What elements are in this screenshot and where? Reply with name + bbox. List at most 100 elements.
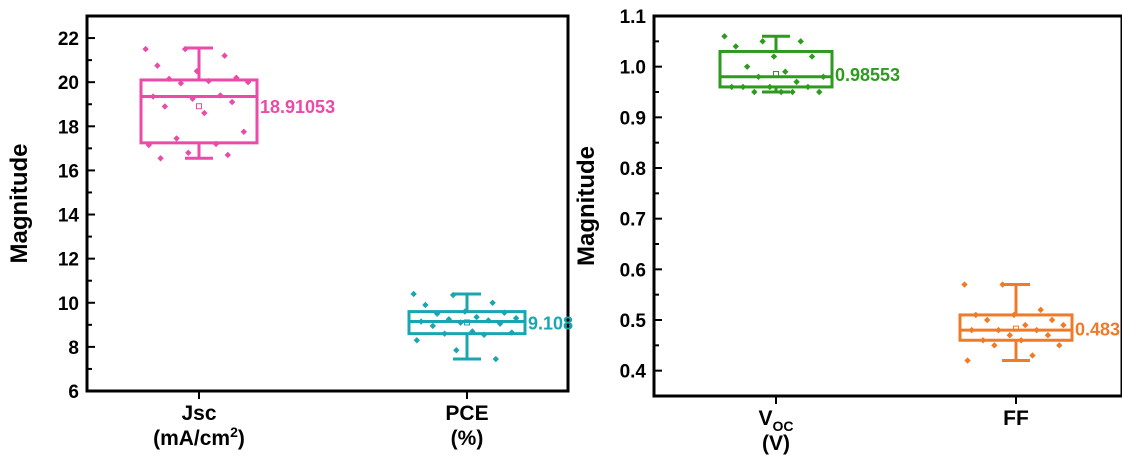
data-point (1022, 321, 1029, 329)
data-point (422, 301, 429, 309)
data-point (739, 83, 747, 91)
data-point (1056, 342, 1063, 349)
data-point (173, 135, 180, 142)
data-point (1006, 332, 1014, 339)
box-series-1: 0.483 (958, 281, 1120, 364)
data-point (228, 98, 236, 106)
data-point (429, 322, 437, 330)
data-point (979, 337, 987, 344)
data-point (449, 291, 457, 299)
data-point (793, 78, 800, 86)
y-tick-label: 0.6 (620, 260, 646, 281)
data-point (469, 328, 476, 335)
data-point (808, 53, 816, 60)
data-point (1010, 311, 1018, 319)
left-box-plot: 6810121416182022MagnitudeJsc(mA/cm2)PCE(… (6, 14, 573, 450)
data-point (217, 92, 224, 99)
data-point (165, 75, 173, 83)
data-point (157, 155, 164, 162)
data-point (501, 309, 508, 316)
data-point (995, 326, 1002, 334)
data-point (142, 45, 149, 53)
data-point (193, 67, 201, 75)
data-point (508, 329, 516, 336)
x-category-name: V (758, 407, 772, 430)
data-point (453, 346, 460, 354)
mean-value-label: 0.98553 (835, 65, 900, 85)
box-iqr (718, 49, 834, 89)
box-series-0: 18.91053 (139, 45, 335, 162)
data-point (445, 316, 453, 323)
plot-frame (85, 14, 570, 393)
y-tick-label: 22 (58, 29, 79, 50)
y-tick-label: 18 (58, 117, 79, 138)
x-unit-text: (V) (762, 432, 790, 455)
data-point (224, 151, 232, 159)
x-category-name: Jsc (181, 402, 216, 425)
y-axis-label: Magnitude (573, 146, 600, 266)
data-point (181, 45, 189, 53)
data-point (999, 281, 1006, 288)
y-tick-label: 0.9 (620, 108, 646, 129)
data-point (489, 299, 496, 306)
y-tick-label: 10 (58, 294, 79, 315)
x-category-label: FF (1003, 407, 1029, 430)
x-category-name: FF (1003, 407, 1029, 430)
data-point (728, 83, 735, 91)
data-point (1044, 332, 1052, 339)
y-tick-label: 1.1 (620, 7, 647, 28)
data-point (154, 62, 161, 69)
data-point (485, 317, 492, 324)
x-category-unit: (mA/cm2) (153, 424, 245, 450)
data-point (816, 88, 823, 96)
data-point (797, 38, 804, 45)
mean-marker (773, 70, 779, 77)
data-point (751, 88, 758, 96)
x-category-label: PCE (445, 402, 488, 425)
data-point (732, 43, 740, 50)
data-point (1033, 326, 1040, 334)
data-point (782, 68, 789, 75)
data-point (189, 95, 196, 102)
data-point (177, 80, 185, 87)
data-point (457, 319, 464, 326)
data-point (1048, 316, 1056, 324)
data-point (777, 88, 785, 96)
data-point (759, 38, 766, 45)
y-tick-label: 14 (58, 206, 80, 227)
y-axis-label: Magnitude (6, 144, 33, 264)
y-tick-label: 6 (68, 382, 79, 403)
data-point (413, 337, 421, 344)
y-tick-label: 1.0 (620, 58, 646, 79)
data-point (473, 313, 480, 321)
data-point (417, 318, 425, 325)
data-point (145, 141, 153, 149)
mean-value-label: 0.483 (1075, 320, 1120, 340)
data-point (161, 103, 169, 110)
data-point (441, 330, 448, 337)
y-tick-label: 16 (58, 161, 79, 182)
data-point (964, 357, 971, 364)
data-point (240, 128, 248, 136)
box-iqr (139, 78, 259, 145)
x-category-label: VOC (758, 407, 793, 434)
x-unit-text: (%) (451, 427, 484, 450)
data-point (991, 342, 998, 349)
x-unit-text: (mA/cm (153, 427, 230, 450)
plot-frame (652, 14, 1122, 398)
x-unit-close: ) (238, 427, 245, 450)
mean-value-label: 18.91053 (260, 97, 335, 117)
data-point (201, 109, 208, 117)
data-point (972, 311, 980, 319)
y-tick-label: 0.7 (620, 210, 646, 231)
x-unit-superscript: 2 (230, 424, 238, 440)
data-point (770, 53, 778, 60)
data-point (410, 290, 417, 298)
data-point (820, 73, 827, 80)
mean-marker (196, 103, 202, 110)
mean-marker (464, 319, 470, 326)
y-tick-label: 0.4 (620, 362, 647, 383)
data-point (461, 308, 469, 315)
data-point (968, 326, 975, 334)
